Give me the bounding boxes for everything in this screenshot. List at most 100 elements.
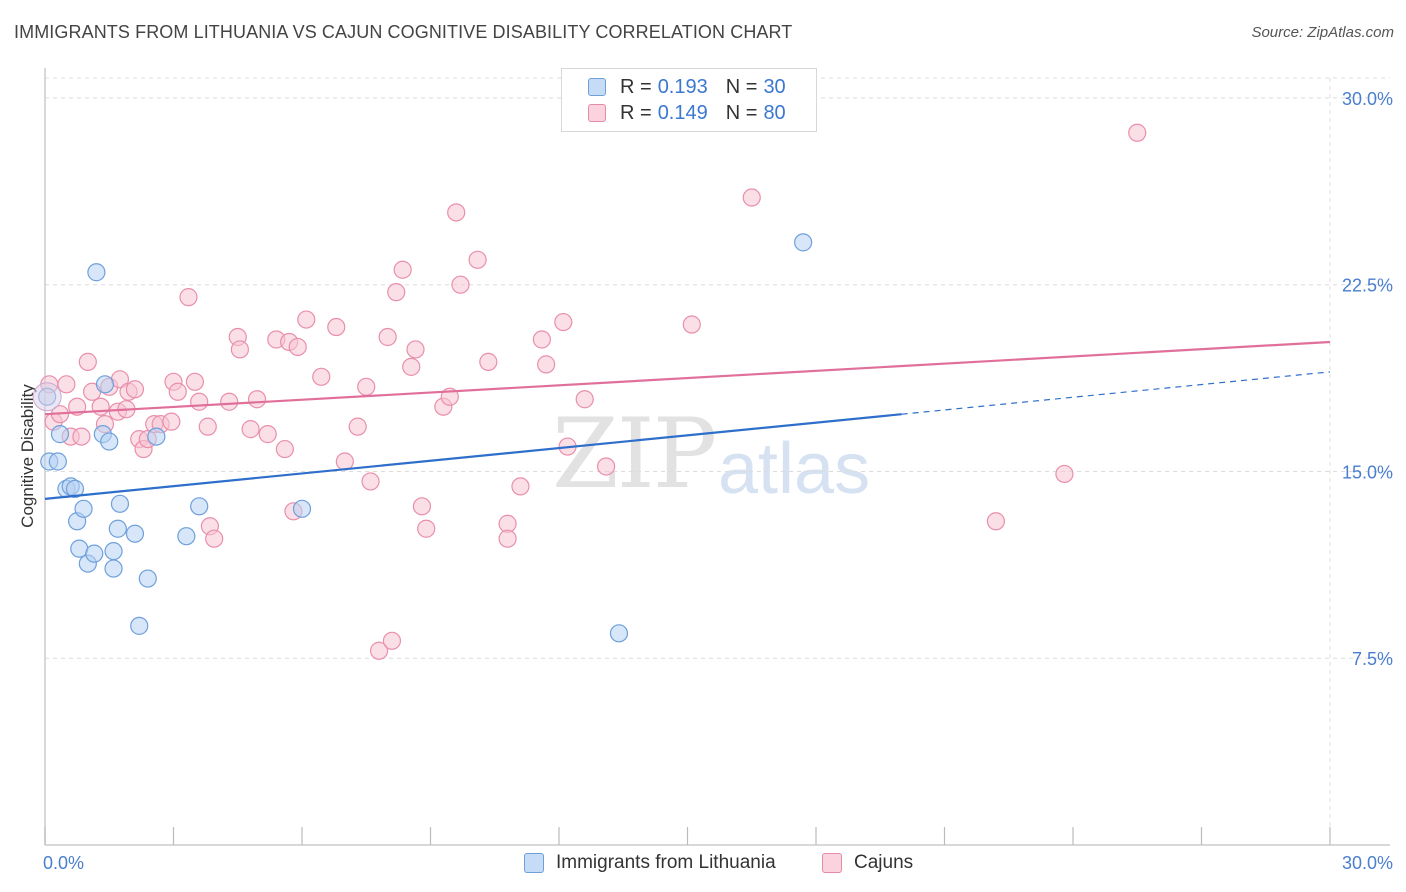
chart-title: IMMIGRANTS FROM LITHUANIA VS CAJUN COGNI… (14, 22, 793, 42)
legend-swatch-cajun (822, 853, 842, 873)
lithuania-point (104, 559, 123, 578)
legend-item-lithuania: Immigrants from Lithuania (524, 852, 776, 874)
cajun-point (68, 397, 87, 416)
cajun-point (393, 260, 412, 279)
cajun-point (72, 427, 91, 446)
cajun-point (451, 275, 470, 294)
cajun-point (205, 529, 224, 548)
series-legend: Immigrants from Lithuania Cajuns (0, 852, 1406, 878)
y-tick-label: 22.5% (1342, 276, 1393, 296)
cajun-point (361, 472, 380, 491)
cajun-point (162, 412, 181, 431)
cajun-point (378, 327, 397, 347)
lithuania-point (104, 542, 123, 561)
legend-row-cajun: R = 0.149 N = 80 (588, 101, 786, 125)
cajun-point (402, 357, 421, 376)
cajun-point (91, 397, 110, 416)
cajun-point (1055, 464, 1074, 484)
cajun-point (532, 330, 551, 349)
watermark-zip: ZIP (552, 398, 717, 510)
cajun-point (78, 352, 97, 371)
legend-r-label: R = (620, 101, 652, 124)
legend-n-value: 80 (763, 101, 786, 124)
legend-n-value: 30 (763, 75, 786, 98)
cajun-point (554, 312, 573, 332)
legend-n-label: N = (725, 75, 758, 98)
x-tick-label: 30.0% (1342, 853, 1393, 873)
lithuania-point (95, 375, 115, 394)
legend-r-label: R = (620, 75, 652, 98)
cajun-point (335, 452, 354, 471)
lithuania-trendline-extension (901, 371, 1331, 415)
cajun-point (125, 380, 145, 399)
cajun-point (511, 477, 530, 496)
cajun-point (185, 372, 205, 391)
legend-label-cajun: Cajuns (854, 852, 914, 873)
cajun-point (275, 439, 294, 459)
cajun-point (312, 367, 331, 386)
cajun-point (468, 250, 487, 269)
lithuania-point (65, 479, 85, 498)
cajun-point (190, 392, 209, 411)
legend-n-label: N = (725, 101, 758, 124)
cajun-point (258, 425, 277, 444)
cajun-point (241, 420, 260, 439)
cajun-point (742, 188, 761, 207)
cajun-point (412, 497, 432, 516)
cajun-point (537, 355, 556, 374)
cajun-point (417, 519, 436, 538)
lithuania-point (125, 524, 145, 543)
stats-legend: R = 0.193 N = 30 R = 0.149 N = 80 (561, 68, 817, 132)
lithuania-point (609, 624, 629, 643)
cajun-point (327, 317, 346, 337)
cajun-point (597, 457, 616, 476)
y-tick-label: 7.5% (1352, 649, 1393, 669)
cajun-point (447, 203, 466, 222)
cajun-point (479, 352, 498, 371)
cajun-point (357, 377, 376, 396)
legend-swatch-cajun (588, 104, 606, 122)
cajun-point (57, 375, 76, 394)
lithuania-point (74, 499, 93, 518)
y-tick-label: 15.0% (1342, 462, 1393, 482)
lithuania-point (190, 497, 209, 516)
cajun-trendline (44, 340, 1331, 416)
lithuania-point (85, 544, 104, 563)
lithuania-point (794, 233, 813, 252)
lithuania-point (48, 452, 67, 471)
legend-label-lithuania: Immigrants from Lithuania (556, 852, 776, 873)
cajun-point (220, 392, 239, 411)
cajun-point (198, 417, 217, 436)
legend-swatch-lithuania (524, 853, 544, 873)
lithuania-point (147, 427, 166, 446)
cajun-point (348, 417, 367, 436)
legend-r-value: 0.149 (657, 101, 708, 124)
legend-swatch-lithuania (588, 78, 606, 96)
lithuania-point (138, 569, 157, 588)
cajun-point (179, 288, 198, 307)
lithuania-point (292, 499, 312, 518)
cajun-point (1128, 123, 1147, 142)
y-tick-label: 30.0% (1342, 89, 1393, 109)
cajun-point (370, 641, 389, 660)
cajun-point (382, 631, 402, 650)
lithuania-point (87, 263, 106, 282)
overlap-point (32, 382, 62, 412)
x-tick-label: 0.0% (43, 853, 84, 873)
lithuania-point (108, 519, 127, 538)
cajun-point (682, 315, 701, 334)
cajun-point (288, 337, 307, 357)
watermark-atlas: atlas (718, 429, 871, 509)
lithuania-point (100, 432, 119, 451)
legend-row-lithuania: R = 0.193 N = 30 (588, 75, 786, 99)
lithuania-point (177, 527, 196, 546)
chart-source: Source: ZipAtlas.com (1251, 24, 1394, 41)
legend-item-cajun: Cajuns (822, 852, 913, 874)
cajun-point (230, 340, 249, 359)
lithuania-point (110, 494, 130, 513)
cajun-point (986, 512, 1006, 531)
cajun-point (575, 390, 594, 409)
cajun-point (387, 283, 406, 302)
cajun-point (247, 390, 267, 409)
